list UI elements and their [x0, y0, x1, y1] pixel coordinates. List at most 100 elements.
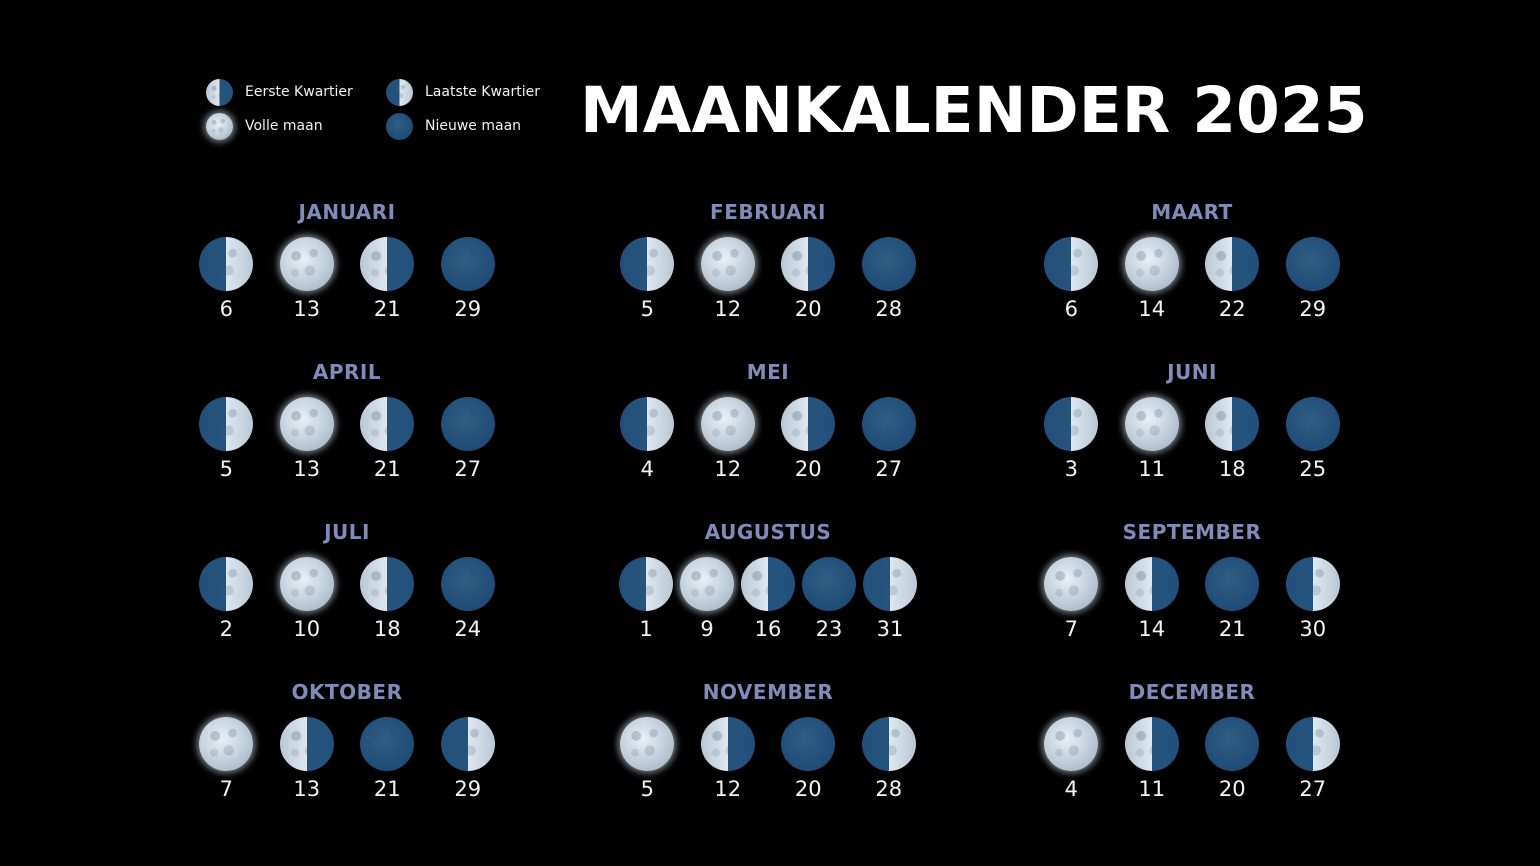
full-moon-icon [1044, 717, 1099, 771]
moon-phase-entry: 21 [357, 717, 417, 807]
legend-label: Eerste Kwartier [245, 84, 353, 100]
phase-date: 10 [293, 617, 321, 641]
phase-date: 7 [1064, 617, 1078, 641]
phase-date: 23 [815, 617, 843, 641]
new-moon-icon [440, 557, 495, 611]
moon-phase-entry: 12 [698, 397, 758, 487]
phase-date: 12 [714, 777, 742, 801]
phase-date: 5 [640, 297, 654, 321]
full-moon-icon [1044, 557, 1099, 611]
first-quarter-moon-icon [199, 237, 254, 291]
phase-date: 21 [1218, 617, 1246, 641]
month-heading: JUNI [1167, 360, 1217, 384]
phase-date: 31 [876, 617, 904, 641]
month-juni: JUNI 3 11 18 25 [1012, 360, 1372, 490]
new-moon-icon [781, 717, 836, 771]
new-moon-icon [1205, 557, 1260, 611]
first-quarter-moon-icon [619, 557, 673, 611]
last-quarter-moon-icon [360, 397, 415, 451]
moon-phase-entry: 20 [1202, 717, 1262, 807]
phase-date: 27 [454, 457, 482, 481]
new-moon-icon [440, 397, 495, 451]
phase-date: 5 [219, 457, 233, 481]
phase-date: 13 [293, 777, 321, 801]
phase-date: 13 [293, 457, 321, 481]
moon-phase-entry: 21 [357, 237, 417, 327]
moon-phase-entry: 31 [860, 557, 920, 647]
month-heading: JANUARI [298, 200, 396, 224]
first-quarter-moon-icon [861, 717, 916, 771]
full-moon-icon [1124, 397, 1179, 451]
last-quarter-moon-icon [1205, 237, 1260, 291]
month-september: SEPTEMBER 7 14 21 30 [1012, 520, 1372, 650]
phase-date: 2 [219, 617, 233, 641]
full-moon-icon [680, 557, 734, 611]
moon-phase-entry: 23 [799, 557, 859, 647]
phase-date: 24 [454, 617, 482, 641]
moon-phase-entry: 27 [1283, 717, 1343, 807]
full-moon-icon [206, 112, 233, 140]
moon-phase-entry: 22 [1202, 237, 1262, 327]
moon-phase-entry: 11 [1122, 717, 1182, 807]
moon-phase-entry: 13 [277, 717, 337, 807]
page-title: MAANKALENDER 2025 [580, 74, 1368, 147]
last-quarter-moon-icon [360, 237, 415, 291]
first-quarter-moon-icon [206, 78, 233, 106]
full-moon-icon [199, 717, 254, 771]
first-quarter-moon-icon [1285, 717, 1340, 771]
month-heading: APRIL [312, 360, 382, 384]
phase-date: 1 [639, 617, 653, 641]
first-quarter-moon-icon [1285, 557, 1340, 611]
moon-phase-entry: 16 [738, 557, 798, 647]
phase-date: 14 [1138, 297, 1166, 321]
moon-phase-entry: 5 [617, 237, 677, 327]
phase-date: 21 [373, 457, 401, 481]
phase-date: 22 [1218, 297, 1246, 321]
moon-phase-entry: 12 [698, 717, 758, 807]
first-quarter-moon-icon [199, 557, 254, 611]
phase-date: 28 [875, 297, 903, 321]
legend-item-new-moon: Nieuwe maan [386, 111, 521, 141]
last-quarter-moon-icon [386, 78, 413, 106]
moon-phase-entry: 13 [277, 237, 337, 327]
moon-phase-entry: 14 [1122, 237, 1182, 327]
moon-phase-entry: 28 [859, 717, 919, 807]
last-quarter-moon-icon [1124, 717, 1179, 771]
moon-phase-entry: 12 [698, 237, 758, 327]
month-heading: NOVEMBER [702, 680, 834, 704]
phase-date: 20 [794, 777, 822, 801]
new-moon-icon [1205, 717, 1260, 771]
moon-phase-entry: 18 [1202, 397, 1262, 487]
moon-phase-entry: 21 [357, 397, 417, 487]
moon-phase-entry: 4 [1041, 717, 1101, 807]
new-moon-icon [1285, 237, 1340, 291]
moon-phase-entry: 3 [1041, 397, 1101, 487]
moon-phase-entry: 1 [616, 557, 676, 647]
full-moon-icon [1124, 237, 1179, 291]
full-moon-icon [279, 557, 334, 611]
moon-phase-entry: 10 [277, 557, 337, 647]
month-februari: FEBRUARI 5 12 20 28 [588, 200, 948, 330]
moon-phase-entry: 28 [859, 237, 919, 327]
moon-phase-entry: 21 [1202, 557, 1262, 647]
month-maart: MAART 6 14 22 29 [1012, 200, 1372, 330]
phase-date: 29 [454, 777, 482, 801]
phase-date: 16 [754, 617, 782, 641]
moon-phase-entry: 7 [1041, 557, 1101, 647]
new-moon-icon [802, 557, 856, 611]
moon-phase-entry: 2 [196, 557, 256, 647]
phase-date: 9 [700, 617, 714, 641]
phase-date: 20 [794, 457, 822, 481]
month-april: APRIL 5 13 21 27 [167, 360, 527, 490]
phase-date: 30 [1299, 617, 1327, 641]
last-quarter-moon-icon [1205, 397, 1260, 451]
legend-item-last-quarter: Laatste Kwartier [386, 77, 540, 107]
legend-label: Volle maan [245, 118, 323, 134]
month-heading: DECEMBER [1128, 680, 1256, 704]
first-quarter-moon-icon [620, 397, 675, 451]
phase-date: 27 [875, 457, 903, 481]
month-heading: FEBRUARI [710, 200, 826, 224]
new-moon-icon [861, 397, 916, 451]
legend-label: Nieuwe maan [425, 118, 522, 134]
phase-date: 5 [640, 777, 654, 801]
